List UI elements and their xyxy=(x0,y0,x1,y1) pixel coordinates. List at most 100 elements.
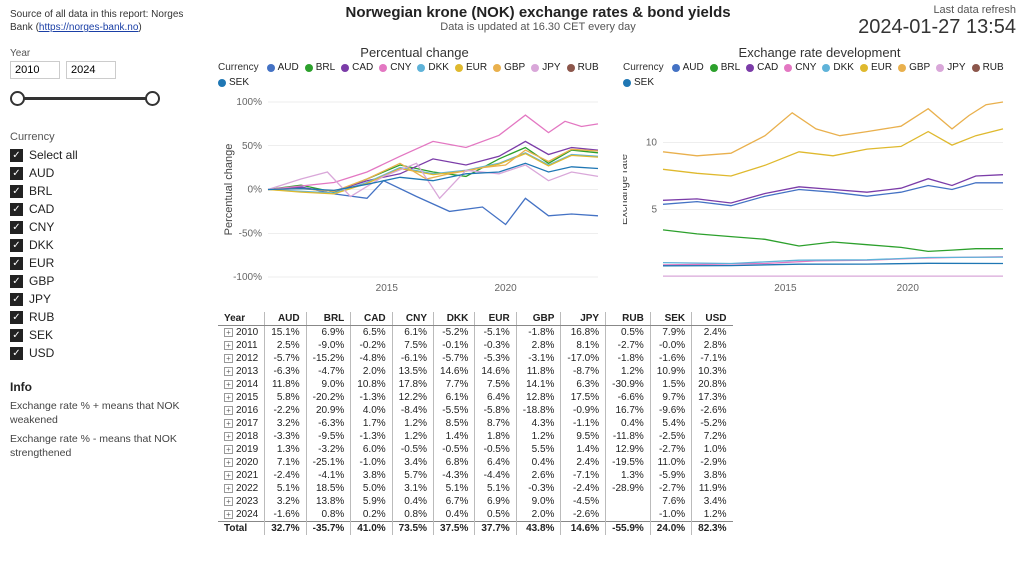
main-content: Norwegian krone (NOK) exchange rates & b… xyxy=(210,0,1024,543)
table-row: +20233.2%13.8%5.9%0.4%6.7%6.9%9.0%-4.5%7… xyxy=(218,495,733,508)
legend-item-eur[interactable]: EUR xyxy=(860,62,892,73)
legend-item-dkk[interactable]: DKK xyxy=(822,62,854,73)
legend-item-dkk[interactable]: DKK xyxy=(417,62,449,73)
expand-icon[interactable]: + xyxy=(224,497,233,506)
expand-icon[interactable]: + xyxy=(224,484,233,493)
svg-text:0%: 0% xyxy=(248,185,263,196)
refresh-label: Last data refresh xyxy=(858,4,1016,16)
table-row: +2024-1.6%0.8%0.2%0.8%0.4%0.5%2.0%-2.6%-… xyxy=(218,508,733,522)
expand-icon[interactable]: + xyxy=(224,471,233,480)
page-subtitle: Data is updated at 16.30 CET every day xyxy=(218,21,858,33)
expand-icon[interactable]: + xyxy=(224,510,233,519)
legend-item-gbp[interactable]: GBP xyxy=(493,62,525,73)
currency-filter: Currency ✓ Select all ✓AUD✓BRL✓CAD✓CNY✓D… xyxy=(10,131,200,362)
checkbox-dkk[interactable]: ✓DKK xyxy=(10,236,200,254)
check-icon: ✓ xyxy=(10,347,23,360)
legend-item-sek[interactable]: SEK xyxy=(623,77,654,88)
refresh-timestamp: 2024-01-27 13:54 xyxy=(858,16,1016,39)
expand-icon[interactable]: + xyxy=(224,419,233,428)
svg-text:2020: 2020 xyxy=(897,283,920,294)
checkbox-cny[interactable]: ✓CNY xyxy=(10,218,200,236)
expand-icon[interactable]: + xyxy=(224,380,233,389)
checkbox-eur[interactable]: ✓EUR xyxy=(10,254,200,272)
legend-item-brl[interactable]: BRL xyxy=(710,62,740,73)
legend-item-cny[interactable]: CNY xyxy=(784,62,816,73)
data-table-wrap: YearAUDBRLCADCNYDKKEURGBPJPYRUBSEKUSD+20… xyxy=(218,312,1016,535)
legend-item-eur[interactable]: EUR xyxy=(455,62,487,73)
checkbox-rub[interactable]: ✓RUB xyxy=(10,308,200,326)
page-title: Norwegian krone (NOK) exchange rates & b… xyxy=(218,4,858,21)
checkbox-brl[interactable]: ✓BRL xyxy=(10,182,200,200)
expand-icon[interactable]: + xyxy=(224,406,233,415)
legend-item-brl[interactable]: BRL xyxy=(305,62,335,73)
series-brl xyxy=(663,230,1003,252)
check-icon: ✓ xyxy=(10,293,23,306)
source-link[interactable]: https://norges-bank.no xyxy=(39,22,139,33)
expand-icon[interactable]: + xyxy=(224,367,233,376)
series-eur xyxy=(663,129,1003,176)
sidebar: Source of all data in this report: Norge… xyxy=(0,0,210,543)
checkbox-select-all[interactable]: ✓ Select all xyxy=(10,146,200,164)
legend-item-sek[interactable]: SEK xyxy=(218,77,249,88)
table-row: +2016-2.2%20.9%4.0%-8.4%-5.5%-5.8%-18.8%… xyxy=(218,404,733,417)
year-min-input[interactable] xyxy=(10,61,60,79)
year-slider[interactable] xyxy=(10,85,160,113)
svg-text:-50%: -50% xyxy=(239,228,262,239)
expand-icon[interactable]: + xyxy=(224,445,233,454)
svg-text:2015: 2015 xyxy=(376,283,399,294)
expand-icon[interactable]: + xyxy=(224,458,233,467)
series-gbp xyxy=(268,149,598,191)
legend-item-gbp[interactable]: GBP xyxy=(898,62,930,73)
legend-item-jpy[interactable]: JPY xyxy=(936,62,965,73)
slider-handle-max[interactable] xyxy=(145,91,160,106)
svg-text:2020: 2020 xyxy=(494,283,517,294)
check-icon: ✓ xyxy=(10,239,23,252)
table-row: +20155.8%-20.2%-1.3%12.2%6.1%6.4%12.8%17… xyxy=(218,391,733,404)
legend-item-aud[interactable]: AUD xyxy=(267,62,299,73)
table-row: +2018-3.3%-9.5%-1.3%1.2%1.4%1.8%1.2%9.5%… xyxy=(218,430,733,443)
checkbox-sek[interactable]: ✓SEK xyxy=(10,326,200,344)
series-aud xyxy=(663,183,1003,206)
slider-handle-min[interactable] xyxy=(10,91,25,106)
check-icon: ✓ xyxy=(10,257,23,270)
checkbox-gbp[interactable]: ✓GBP xyxy=(10,272,200,290)
info-text-1: Exchange rate % + means that NOK weakene… xyxy=(10,400,190,427)
table-row: +20191.3%-3.2%6.0%-0.5%-0.5%-0.5%5.5%1.4… xyxy=(218,443,733,456)
legend-item-rub[interactable]: RUB xyxy=(972,62,1004,73)
expand-icon[interactable]: + xyxy=(224,354,233,363)
legend-item-jpy[interactable]: JPY xyxy=(531,62,560,73)
svg-text:50%: 50% xyxy=(242,141,262,152)
chart-rate: Exchange rate development CurrencyAUDBRL… xyxy=(623,45,1016,302)
table-row: +2021-2.4%-4.1%3.8%5.7%-4.3%-4.4%2.6%-7.… xyxy=(218,469,733,482)
check-icon: ✓ xyxy=(10,185,23,198)
expand-icon[interactable]: + xyxy=(224,341,233,350)
table-row: +20112.5%-9.0%-0.2%7.5%-0.1%-0.3%2.8%8.1… xyxy=(218,339,733,352)
table-row: +2012-5.7%-15.2%-4.8%-6.1%-5.7%-5.3%-3.1… xyxy=(218,352,733,365)
year-max-input[interactable] xyxy=(66,61,116,79)
chart-pct-svg: -100%-50%0%50%100%20152020Percentual cha… xyxy=(218,92,608,302)
check-icon: ✓ xyxy=(10,149,23,162)
legend-item-rub[interactable]: RUB xyxy=(567,62,599,73)
checkbox-jpy[interactable]: ✓JPY xyxy=(10,290,200,308)
data-table: YearAUDBRLCADCNYDKKEURGBPJPYRUBSEKUSD+20… xyxy=(218,312,733,535)
legend-pct: CurrencyAUDBRLCADCNYDKKEURGBPJPYRUBSEK xyxy=(218,60,611,92)
checkbox-aud[interactable]: ✓AUD xyxy=(10,164,200,182)
checkbox-usd[interactable]: ✓USD xyxy=(10,344,200,362)
expand-icon[interactable]: + xyxy=(224,432,233,441)
check-icon: ✓ xyxy=(10,329,23,342)
info-text-2: Exchange rate % - means that NOK strengt… xyxy=(10,433,190,460)
expand-icon[interactable]: + xyxy=(224,328,233,337)
checkbox-cad[interactable]: ✓CAD xyxy=(10,200,200,218)
table-row: +201411.8%9.0%10.8%17.8%7.7%7.5%14.1%6.3… xyxy=(218,378,733,391)
legend-item-cad[interactable]: CAD xyxy=(746,62,778,73)
legend-item-cny[interactable]: CNY xyxy=(379,62,411,73)
legend-item-cad[interactable]: CAD xyxy=(341,62,373,73)
svg-text:Exchange rate: Exchange rate xyxy=(623,154,630,225)
expand-icon[interactable]: + xyxy=(224,393,233,402)
check-icon: ✓ xyxy=(10,275,23,288)
check-icon: ✓ xyxy=(10,167,23,180)
legend-rate: CurrencyAUDBRLCADCNYDKKEURGBPJPYRUBSEK xyxy=(623,60,1016,92)
legend-item-aud[interactable]: AUD xyxy=(672,62,704,73)
svg-text:5: 5 xyxy=(651,205,657,216)
check-icon: ✓ xyxy=(10,221,23,234)
